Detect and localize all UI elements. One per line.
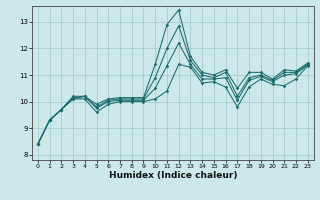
X-axis label: Humidex (Indice chaleur): Humidex (Indice chaleur) — [108, 171, 237, 180]
